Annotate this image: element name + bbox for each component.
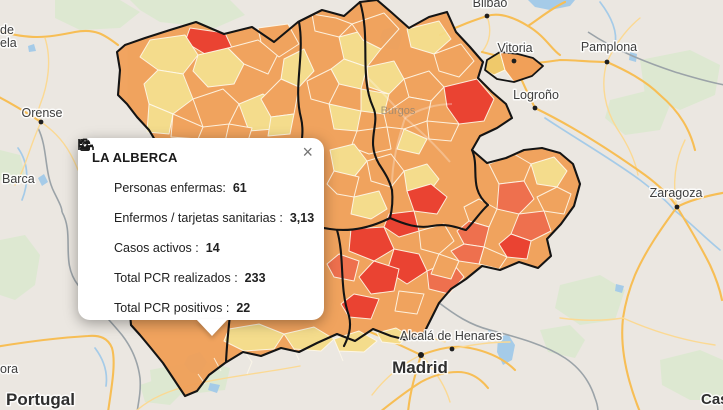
partial-label-ela: ela bbox=[0, 36, 17, 50]
stat-label: Personas enfermas: bbox=[114, 181, 226, 195]
partial-label-ora: ora bbox=[0, 362, 18, 376]
stat-row-pcr-positivos: Total PCR positivos : 22 bbox=[80, 138, 310, 315]
faint-city-label-burgos: Burgos bbox=[381, 105, 416, 117]
city-marker-madrid: Madrid bbox=[391, 352, 449, 379]
heart-pulse-icon bbox=[79, 140, 107, 255]
city-label-orense: Orense bbox=[22, 106, 63, 120]
stat-value: 14 bbox=[205, 241, 220, 255]
municipality-mesh bbox=[197, 348, 344, 385]
city-label-pamplona: Pamplona bbox=[581, 40, 637, 54]
city-marker-logrono: Logroño bbox=[512, 87, 560, 111]
popup-pointer bbox=[196, 319, 228, 336]
stat-label: Casos activos : bbox=[114, 241, 199, 255]
country-label-portugal: Portugal bbox=[6, 390, 75, 409]
popup-title: LA ALBERCA bbox=[92, 150, 178, 165]
city-label-bilbao: Bilbao bbox=[473, 0, 508, 10]
stat-label: Enfermos / tarjetas sanitarias : bbox=[114, 211, 283, 225]
stat-row-casos-activos: Casos activos : 14 bbox=[79, 140, 310, 255]
partial-label-cast: Cast bbox=[701, 391, 723, 408]
basemap-roads-through-overlay bbox=[367, 77, 453, 187]
city-label-madrid: Madrid bbox=[392, 358, 448, 377]
map-popup: × LA ALBERCA Personas enfermas: 61 Enfer… bbox=[78, 138, 324, 336]
city-label-logrono: Logroño bbox=[513, 88, 559, 102]
partial-label-barca: Barca bbox=[2, 172, 35, 186]
city-marker-vitoria: Vitoria bbox=[496, 40, 534, 64]
stat-label: Total PCR positivos : bbox=[114, 301, 230, 315]
city-marker-orense: Orense bbox=[20, 105, 64, 125]
stat-row-personas-enfermas: Personas enfermas: 61 bbox=[78, 139, 310, 195]
stat-label: Total PCR realizados : bbox=[114, 271, 238, 285]
enclave-trevino[interactable] bbox=[484, 51, 544, 83]
bed-icon bbox=[78, 139, 107, 195]
city-label-alcala: Alcalá de Henares bbox=[400, 329, 502, 343]
city-marker-zaragoza: Zaragoza bbox=[648, 185, 704, 210]
stat-value: 61 bbox=[232, 181, 247, 195]
city-marker-alcala: Alcalá de Henares bbox=[398, 328, 504, 352]
stat-row-pcr-realizados: Total PCR realizados : 233 bbox=[80, 138, 310, 285]
popup-close-button[interactable]: × bbox=[302, 142, 313, 162]
stat-value: 3,13 bbox=[289, 211, 315, 225]
partial-label-de: de bbox=[0, 23, 14, 37]
city-marker-pamplona: Pamplona bbox=[579, 39, 639, 65]
flask-icon bbox=[80, 138, 107, 285]
city-label-zaragoza: Zaragoza bbox=[650, 186, 703, 200]
city-label-vitoria: Vitoria bbox=[497, 41, 532, 55]
percent-icon bbox=[78, 138, 107, 225]
admin-borders-layer bbox=[37, 31, 723, 410]
stat-row-enfermos-tarjetas: Enfermos / tarjetas sanitarias : 3,13 bbox=[78, 138, 314, 225]
city-marker-bilbao: Bilbao bbox=[471, 0, 509, 19]
flask-icon bbox=[80, 138, 107, 315]
stat-value: 233 bbox=[244, 271, 266, 285]
stat-value: 22 bbox=[236, 301, 251, 315]
